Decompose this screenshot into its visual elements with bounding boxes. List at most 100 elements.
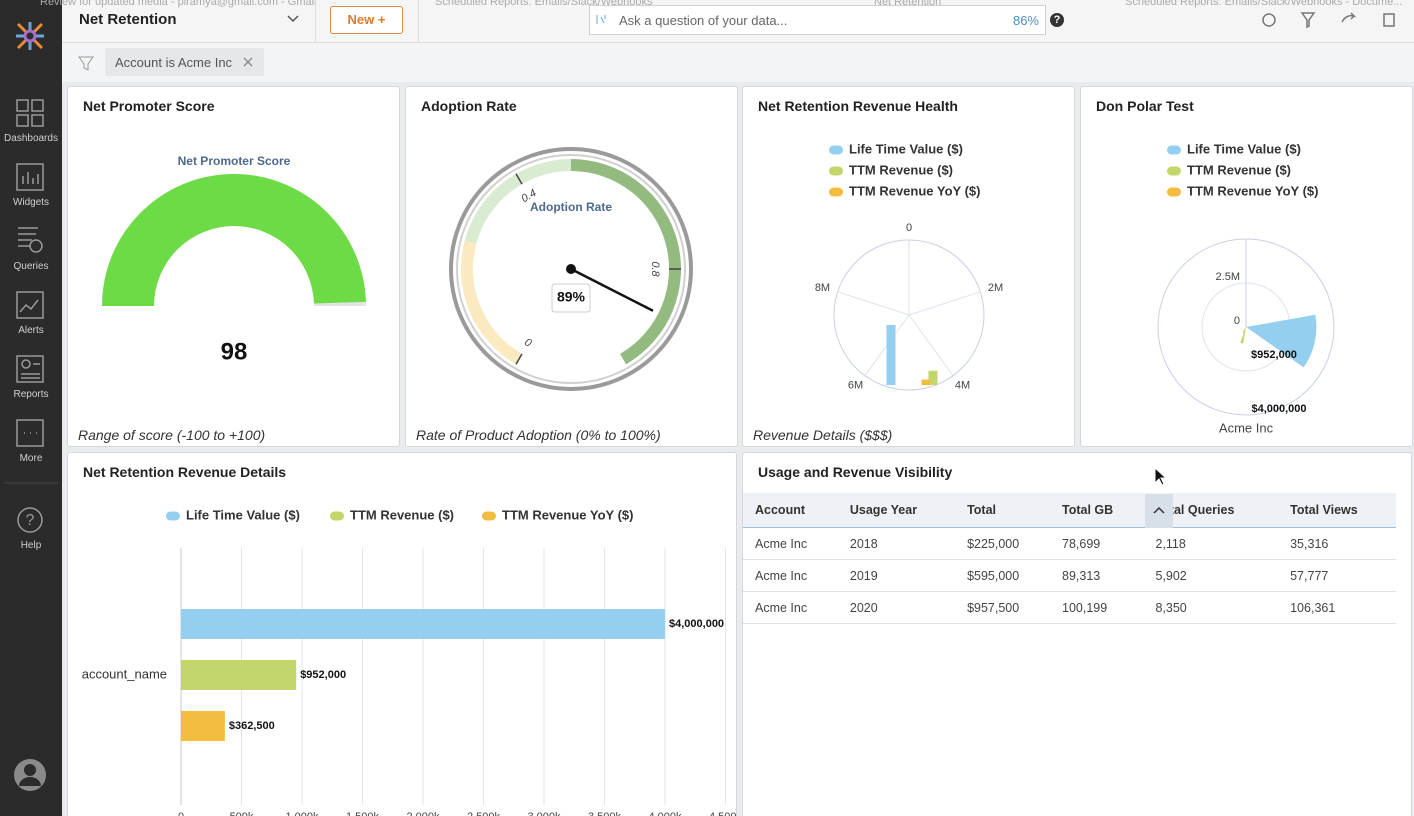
legend-swatch bbox=[330, 511, 344, 521]
table-cell: 2020 bbox=[837, 591, 956, 624]
angle-tick-label: 2M bbox=[988, 282, 1003, 294]
browser-tab[interactable]: Scheduled Reports: Emails/Slack/Webhooks… bbox=[1125, 0, 1403, 8]
polar-bar bbox=[928, 370, 938, 385]
gauge-title: Net Promoter Score bbox=[178, 154, 291, 168]
sort-indicator[interactable] bbox=[1145, 494, 1173, 528]
widget: Life Time Value ($) TTM Revenue ($) TTM Re… bbox=[67, 452, 737, 816]
grid-line bbox=[837, 291, 910, 316]
new-button[interactable]: New + bbox=[330, 6, 403, 34]
data-label: $4,000,000 bbox=[1251, 403, 1306, 415]
dashboard-title[interactable]: Net Retention bbox=[79, 11, 177, 28]
help-glyph: ? bbox=[26, 512, 35, 529]
widget: 0 0.4 0.8 Adoption Rate 89% Adoption Rate Rate… bbox=[405, 86, 738, 447]
data-label: $952,000 bbox=[300, 669, 346, 681]
legend-label: TTM Revenue YoY ($) bbox=[502, 507, 633, 522]
sidebar-icons: ? bbox=[4, 22, 58, 791]
angle-tick-label: 4M bbox=[955, 379, 970, 391]
search-box[interactable]: Ask a question of your data... 86% bbox=[589, 5, 1046, 35]
angle-tick-label: 6M bbox=[848, 379, 863, 391]
title-chevron[interactable] bbox=[286, 14, 300, 24]
browser-tab[interactable]: Net Retention bbox=[874, 0, 942, 8]
table-cell: 57,777 bbox=[1278, 559, 1396, 592]
widget-title: Adoption Rate bbox=[421, 98, 517, 114]
table-cell: 78,699 bbox=[1050, 527, 1144, 560]
table-cell: 35,316 bbox=[1278, 527, 1396, 560]
dial-needle bbox=[570, 267, 654, 312]
widget-footer: Rate of Product Adoption (0% to 100%) bbox=[416, 427, 661, 443]
table-cell: 106,361 bbox=[1278, 591, 1396, 624]
filter-remove[interactable] bbox=[243, 57, 253, 67]
dial-tick bbox=[515, 173, 523, 185]
table-header: Account Usage Year Total Total GB Total Quer… bbox=[743, 493, 1396, 528]
legend-label: TTM Revenue ($) bbox=[350, 507, 454, 522]
widget: Usage and Revenue Visibility Account Usag… bbox=[742, 452, 1412, 816]
dial-value-label: 89% bbox=[557, 289, 586, 305]
dial-title: Adoption Rate bbox=[530, 200, 612, 214]
legend-swatch bbox=[1167, 145, 1181, 155]
nav-reports[interactable]: Reports bbox=[13, 389, 49, 400]
table-body: Acme Inc 2018 $225,000 78,699 2,118 35,316 Acm… bbox=[743, 527, 1396, 624]
widget-title: Usage and Revenue Visibility bbox=[758, 464, 953, 480]
legend-label: Life Time Value ($) bbox=[1187, 141, 1301, 156]
polar-wedge bbox=[1246, 314, 1317, 368]
radial-tick-label: 2.5M bbox=[1216, 271, 1240, 283]
widget: Net Promoter Score 98 Net Promoter Score Ra… bbox=[67, 86, 400, 447]
y-category-label: account_name bbox=[82, 666, 167, 681]
x-tick-label: 3,500k bbox=[588, 811, 622, 816]
nav-dashboards[interactable]: Dashboards bbox=[4, 133, 58, 144]
column-header: Account bbox=[743, 493, 838, 528]
column-header: Total Views bbox=[1278, 493, 1396, 528]
table-cell: 89,313 bbox=[1050, 559, 1144, 592]
filter-icon[interactable] bbox=[77, 54, 95, 72]
legend-swatch bbox=[829, 187, 843, 197]
dial-tick-label: 0.8 bbox=[649, 261, 661, 277]
legend-label: TTM Revenue ($) bbox=[849, 162, 953, 177]
nav-more[interactable]: More bbox=[19, 453, 43, 464]
nav-alerts[interactable]: Alerts bbox=[18, 325, 44, 336]
dial-band bbox=[571, 159, 681, 365]
column-header: Usage Year bbox=[837, 493, 956, 528]
nav-queries[interactable]: Queries bbox=[13, 261, 49, 272]
widget-title: Net Promoter Score bbox=[83, 98, 215, 114]
polar-wedge bbox=[1242, 327, 1246, 333]
table-cell: Acme Inc bbox=[743, 591, 838, 624]
help-button[interactable]: ? bbox=[1050, 13, 1064, 27]
toolbar-icons[interactable] bbox=[1257, 10, 1397, 32]
filter-bar: Account is Acme Inc bbox=[62, 43, 1414, 82]
avatar-body bbox=[19, 777, 41, 786]
dial-rim bbox=[456, 154, 686, 384]
browser-tab[interactable]: Scheduled Reports: Emails/Slack/Webhooks bbox=[435, 0, 653, 8]
radial-tick-label: 0 bbox=[1234, 315, 1240, 327]
column-header: Total GB bbox=[1050, 493, 1144, 528]
search-icon bbox=[596, 15, 606, 24]
divider bbox=[315, 0, 316, 42]
x-tick-label: 4,000k bbox=[648, 811, 682, 816]
gauge-value-label: 98 bbox=[221, 338, 248, 365]
dial-value-box bbox=[551, 283, 591, 313]
nav-help[interactable]: Help bbox=[20, 540, 42, 551]
angle-tick-label: 8M bbox=[815, 282, 830, 294]
data-label: $362,500 bbox=[229, 720, 275, 732]
widget-title: Don Polar Test bbox=[1096, 98, 1194, 114]
nav-widgets[interactable]: Widgets bbox=[12, 197, 50, 208]
legend-swatch bbox=[166, 511, 180, 521]
table-cell: Acme Inc bbox=[743, 527, 838, 560]
top-bar: Review for updated media - piramya@gmail… bbox=[40, 0, 1414, 43]
data-label: $952,000 bbox=[1251, 349, 1297, 361]
polar-chart: Life Time Value ($) TTM Revenue ($) TTM Re… bbox=[1157, 141, 1335, 435]
table-cell: 2,118 bbox=[1143, 527, 1279, 560]
polar-bar bbox=[921, 379, 931, 385]
search-placeholder: Ask a question of your data... bbox=[619, 13, 788, 28]
legend-label: Life Time Value ($) bbox=[849, 141, 963, 156]
x-tick-label: 500k bbox=[230, 811, 254, 816]
widget-footer: Revenue Details ($$$) bbox=[753, 427, 893, 443]
filter-chip[interactable]: Account is Acme Inc bbox=[105, 48, 264, 76]
browser-tab[interactable]: Review for updated media - piramya@gmail… bbox=[40, 0, 317, 8]
table-cell: 8,350 bbox=[1143, 591, 1279, 624]
table-cell: Acme Inc bbox=[743, 559, 838, 592]
table-row: Acme Inc 2020 $957,500 100,199 8,350 106,361 bbox=[743, 591, 1396, 624]
x-tick-label: 0 bbox=[178, 811, 184, 816]
